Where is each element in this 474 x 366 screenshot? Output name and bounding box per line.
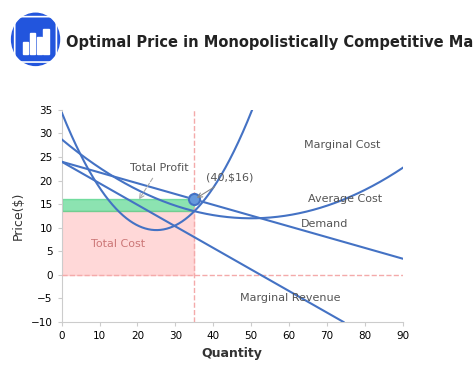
Ellipse shape [11,13,60,66]
Y-axis label: Price($): Price($) [12,192,25,240]
Text: Marginal Revenue: Marginal Revenue [240,293,340,303]
Text: (40,$16): (40,$16) [198,172,253,197]
Text: Total Profit: Total Profit [130,163,189,198]
X-axis label: Quantity: Quantity [202,347,263,360]
Bar [30,33,35,54]
Bar [36,37,42,54]
Text: Marginal Cost: Marginal Cost [304,139,381,150]
Bar [43,29,48,54]
Text: Average Cost: Average Cost [308,194,382,204]
Bar [23,42,28,54]
Text: Demand: Demand [301,219,348,229]
Text: Optimal Price in Monopolistically Competitive Markets: Optimal Price in Monopolistically Compet… [66,35,474,50]
Text: Total Cost: Total Cost [91,239,146,249]
